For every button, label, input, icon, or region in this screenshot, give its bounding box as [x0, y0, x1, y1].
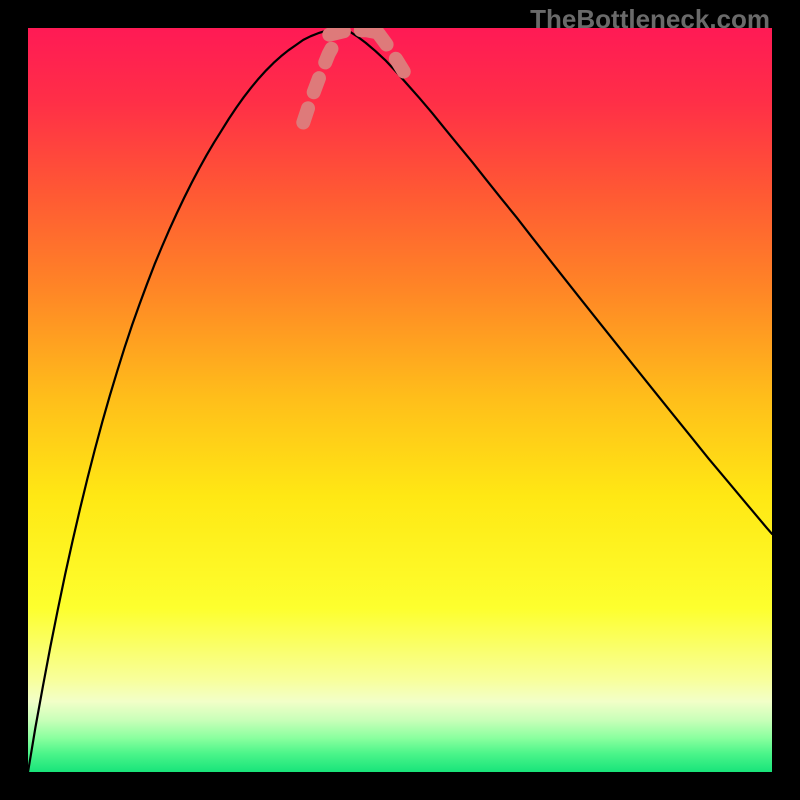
highlight-group: [303, 30, 409, 122]
chart-stage: TheBottleneck.com: [0, 0, 800, 800]
watermark-text: TheBottleneck.com: [530, 4, 770, 35]
plot-area: [28, 28, 772, 772]
curve-layer: [28, 28, 772, 772]
highlight-left-seg: [303, 38, 337, 123]
curve-left: [28, 28, 340, 772]
curve-right: [340, 28, 772, 534]
